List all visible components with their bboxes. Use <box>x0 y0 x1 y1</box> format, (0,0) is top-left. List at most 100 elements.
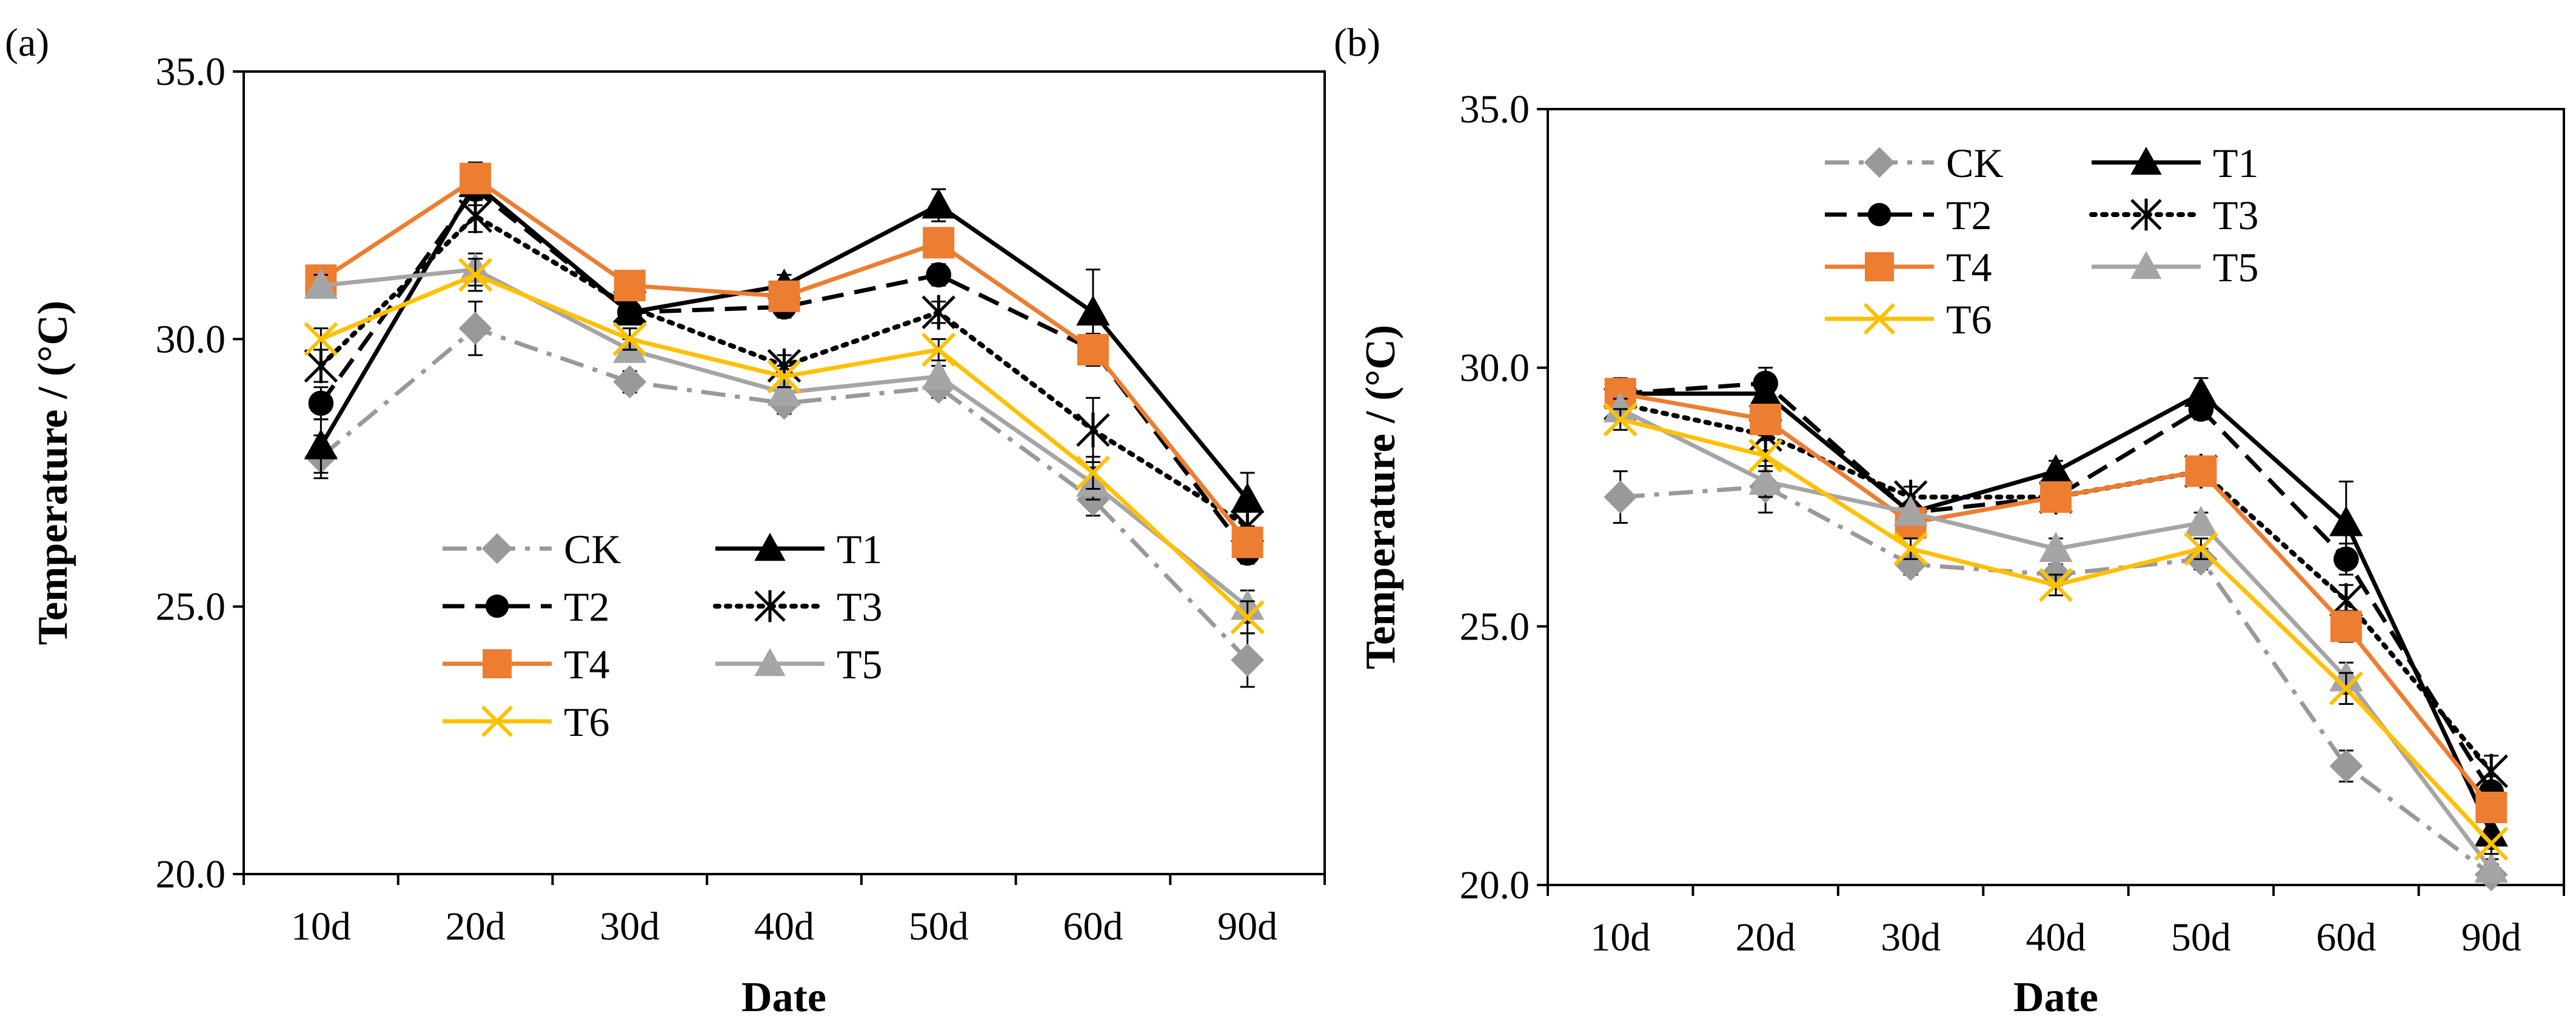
legend-marker <box>754 532 786 561</box>
x-tick-label: 10d <box>291 904 351 949</box>
series-T6 <box>1603 402 2509 861</box>
data-point <box>767 375 801 406</box>
legend-label: T6 <box>1946 296 1992 342</box>
data-point <box>2475 792 2507 823</box>
legend-item-T5: T5 <box>715 641 883 687</box>
legend-marker <box>2130 198 2162 231</box>
data-point <box>2329 506 2363 536</box>
data-point <box>1748 438 1783 473</box>
data-point <box>304 269 338 299</box>
legend-label: CK <box>564 526 621 572</box>
data-point <box>2185 455 2217 487</box>
data-point <box>304 322 338 356</box>
legend-label: T2 <box>564 584 610 630</box>
y-axis-title: Temperature / (°C) <box>30 301 76 645</box>
legend-label: T6 <box>564 699 610 745</box>
x-tick-label: 90d <box>2461 915 2521 960</box>
data-point <box>922 332 956 367</box>
legend-label: T5 <box>837 641 883 687</box>
data-point <box>1230 600 1265 635</box>
y-tick-label: 20.0 <box>1460 863 1530 907</box>
data-point <box>460 162 492 195</box>
data-point <box>1231 526 1263 558</box>
data-point <box>2184 506 2218 536</box>
data-point <box>2333 546 2359 572</box>
data-point <box>1893 532 1928 566</box>
data-point <box>1231 643 1265 677</box>
data-point <box>458 312 492 346</box>
legend-item-T3: T3 <box>713 584 883 630</box>
data-point <box>2184 532 2218 566</box>
panel-label: (a) <box>5 21 49 65</box>
data-point <box>922 295 955 330</box>
legend-label: T3 <box>837 584 883 630</box>
legend-item-T5: T5 <box>2092 244 2259 290</box>
data-point <box>2039 454 2073 485</box>
data-point <box>768 280 800 312</box>
data-point <box>304 348 338 384</box>
y-tick-label: 35.0 <box>1460 87 1530 132</box>
legend-label: T1 <box>837 526 883 572</box>
legend-item-T1: T1 <box>2092 140 2259 186</box>
legend-label: T5 <box>2213 244 2259 290</box>
data-point <box>614 270 646 302</box>
data-point <box>2474 852 2508 883</box>
legend-item-T2: T2 <box>1825 192 1992 238</box>
y-tick-label: 25.0 <box>156 585 226 629</box>
legend-item-T6: T6 <box>1825 296 1992 342</box>
data-point <box>458 258 493 292</box>
x-axis-title: Date <box>741 974 826 1021</box>
x-tick-label: 20d <box>1736 915 1796 960</box>
series-T4 <box>1604 378 2507 823</box>
data-point <box>1603 402 1638 437</box>
legend: CK T1 T2 T3 T4 T5 T6 <box>1825 140 2259 342</box>
data-point <box>922 359 955 390</box>
x-tick-label: 60d <box>1063 904 1123 949</box>
legend-item-CK: CK <box>443 526 621 572</box>
legend-marker <box>485 594 509 618</box>
plot-area <box>1547 108 2565 886</box>
x-tick-label: 60d <box>2316 915 2376 960</box>
x-tick-label: 50d <box>2171 915 2231 960</box>
y-tick-label: 30.0 <box>156 317 226 361</box>
chart-panel-b: (b) 20.0 25.0 30.0 35.0 10d 20d 30d 40d 50d 60d 90d… <box>1334 21 2565 1021</box>
legend-marker <box>754 590 786 623</box>
legend-marker <box>2130 146 2162 175</box>
legend-marker <box>481 705 514 738</box>
legend-item-T6: T6 <box>443 699 610 745</box>
data-point <box>2038 567 2073 603</box>
data-point <box>612 322 647 356</box>
data-point <box>458 198 492 233</box>
data-point <box>1748 464 1782 495</box>
series-CK <box>1604 459 2508 892</box>
legend-marker <box>1867 202 1892 227</box>
data-point <box>2330 610 2362 643</box>
x-tick-label: 10d <box>1590 915 1650 960</box>
data-point <box>2039 532 2073 563</box>
legend-marker <box>1863 302 1896 335</box>
data-point <box>1076 295 1110 326</box>
legend-label: T4 <box>564 641 610 687</box>
x-tick-label: 20d <box>446 904 506 949</box>
x-tick-label: 30d <box>1881 915 1941 960</box>
data-point <box>1076 455 1111 490</box>
legend-item-T2: T2 <box>443 584 610 630</box>
y-tick-label: 35.0 <box>156 50 226 94</box>
y-tick-label: 20.0 <box>156 852 226 897</box>
y-axis-title: Temperature / (°C) <box>1357 325 1404 669</box>
series-T1 <box>304 167 1265 527</box>
data-point <box>923 227 955 259</box>
x-tick-label: 30d <box>600 904 660 949</box>
x-tick-label: 40d <box>2026 915 2086 960</box>
data-point <box>926 262 952 288</box>
series-T6 <box>304 258 1265 635</box>
legend-label: CK <box>1946 140 2003 186</box>
legend-label: T3 <box>2213 192 2259 238</box>
legend-marker <box>1865 252 1894 281</box>
data-point <box>2329 749 2363 783</box>
plot-area <box>243 70 1326 875</box>
legend-label: T2 <box>1946 192 1992 238</box>
legend: CK T1 T2 T3 T4 T5 T6 <box>443 526 883 745</box>
data-point <box>1750 404 1782 435</box>
